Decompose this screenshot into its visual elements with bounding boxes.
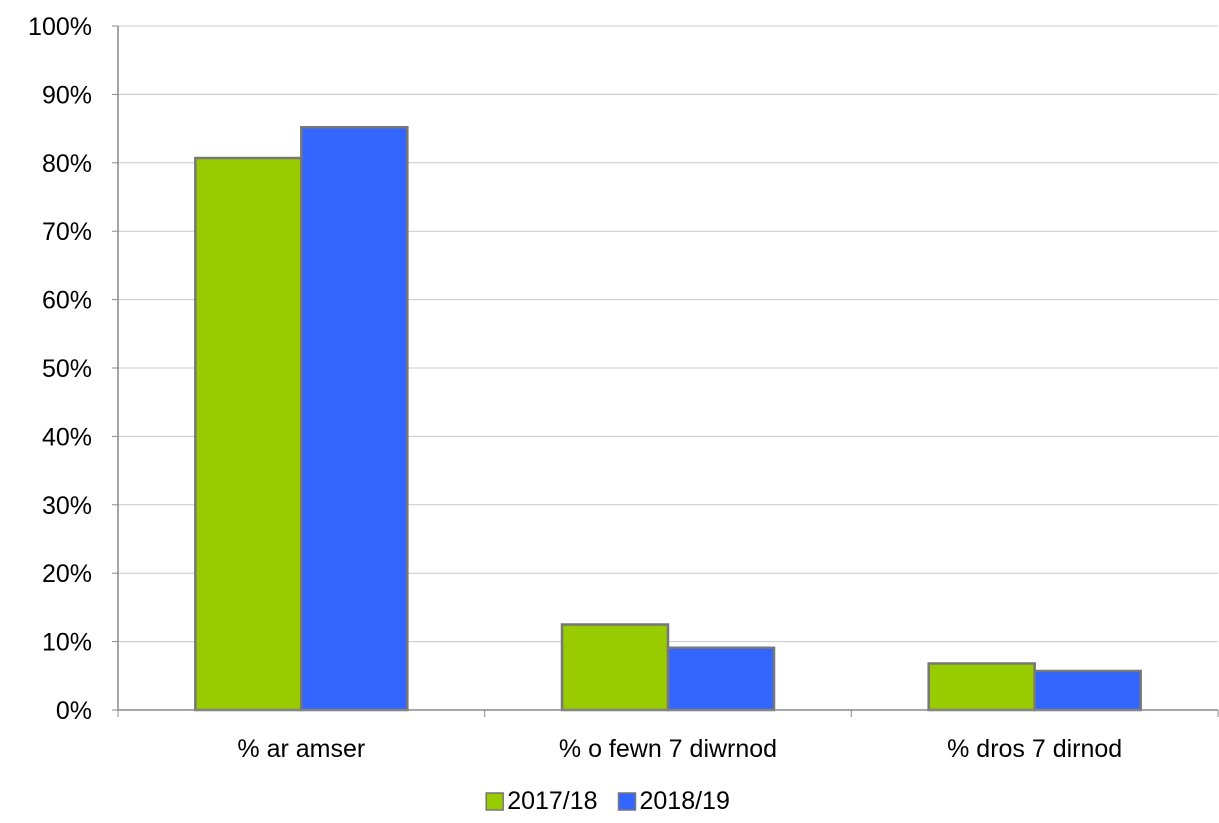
bar-2017-18-2 (927, 662, 1036, 712)
y-tick-label: 100% (28, 13, 92, 41)
x-axis-categories: % ar amser % o fewn 7 diwrnod % dros 7 dir… (237, 735, 1122, 763)
legend: 2017/18 2018/19 (485, 787, 730, 815)
y-tick-label: 40% (42, 423, 92, 451)
category-label: % ar amser (237, 735, 365, 763)
legend-label: 2018/19 (640, 787, 730, 815)
bar-2018-19-0 (300, 125, 409, 712)
y-tick-label: 30% (42, 492, 92, 520)
category-label: % o fewn 7 diwrnod (559, 735, 777, 763)
y-tick-label: 70% (42, 218, 92, 246)
legend-label: 2017/18 (507, 787, 597, 815)
bar-2017-18-0 (194, 156, 303, 712)
category-label: % dros 7 dirnod (947, 735, 1122, 763)
legend-swatch (617, 792, 637, 811)
bar-2018-19-1 (666, 646, 776, 712)
y-tick-label: 20% (42, 560, 92, 588)
y-tick-label: 90% (42, 81, 92, 109)
y-tick-label: 50% (42, 355, 92, 383)
y-tick-label: 0% (56, 697, 92, 725)
bar-2017-18-1 (560, 623, 670, 712)
y-tick-label: 80% (42, 150, 92, 178)
y-tick-label: 60% (42, 287, 92, 315)
legend-swatch (485, 792, 504, 811)
y-tick-label: 10% (42, 629, 92, 657)
y-axis-ticks: 0% 10% 20% 30% 40% 50% 60% 70% 80% 90% 100% (28, 13, 118, 725)
bars (194, 125, 1142, 712)
bar-2018-19-2 (1033, 669, 1142, 712)
